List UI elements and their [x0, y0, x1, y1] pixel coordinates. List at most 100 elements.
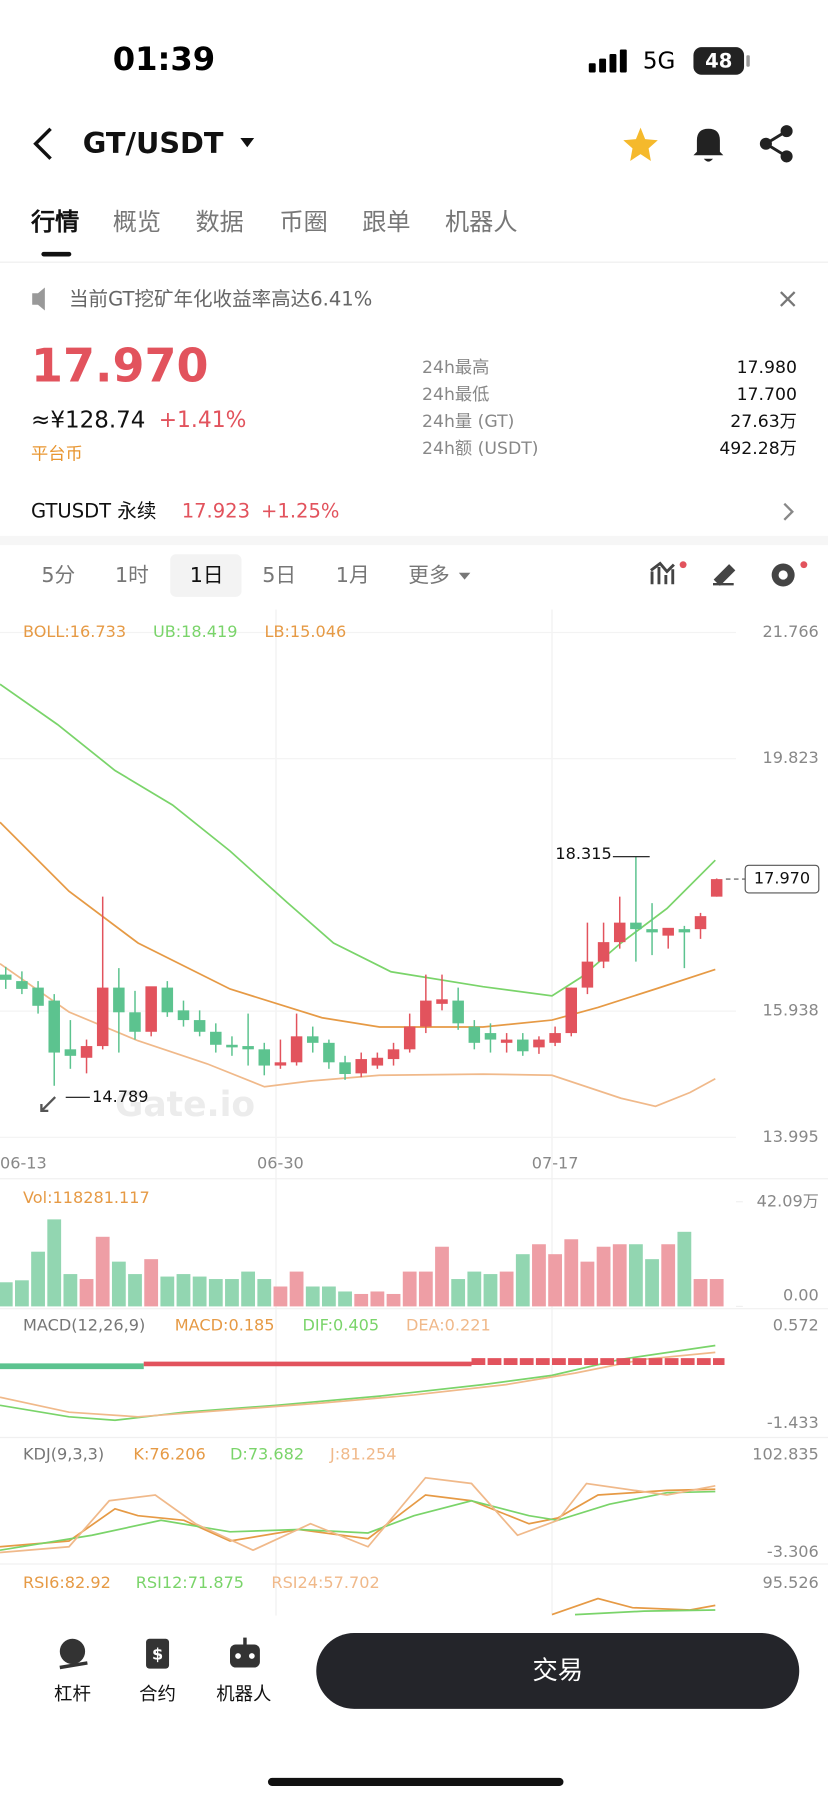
volume-bar [63, 1274, 78, 1307]
y-tick-label: 21.766 [762, 622, 818, 641]
volume-bar [709, 1279, 724, 1307]
indicator-label: RSI12:71.875 [136, 1573, 244, 1592]
indicator-icon[interactable] [650, 561, 675, 585]
trade-button[interactable] [316, 1633, 800, 1709]
interval-tab[interactable]: 5日 [262, 563, 296, 587]
candles: 18.315 14.789 17.970 [0, 844, 820, 1106]
perp-name[interactable]: GTUSDT 永续 [31, 499, 156, 522]
candle-body [129, 1012, 141, 1032]
indicator-labels: BOLL:16.733 UB:18.419 LB:15.046 Vol:118281.… [23, 622, 819, 1592]
volume-bar [160, 1276, 175, 1307]
share-icon[interactable] [759, 125, 793, 163]
signal-icon [588, 49, 627, 73]
interval-tab[interactable]: 5分 [41, 563, 75, 587]
volume-bar [31, 1251, 45, 1307]
indicator-axis: 0.572 [773, 1315, 819, 1334]
candle-body [630, 922, 642, 930]
nav-label[interactable]: 杠杆 [54, 1684, 91, 1705]
candle-body [258, 1049, 271, 1066]
y-tick-label: 13.995 [762, 1127, 818, 1146]
volume-bar [0, 1282, 13, 1307]
draw-tool[interactable] [712, 564, 736, 586]
candle-body [517, 1039, 529, 1052]
volume-bar [564, 1239, 579, 1307]
indicator-label: DIF:0.405 [302, 1315, 379, 1334]
candle-body [371, 1057, 384, 1066]
back-button[interactable] [33, 127, 52, 160]
volume-bar [612, 1244, 627, 1307]
max-label: 18.315 [555, 844, 611, 863]
badge [800, 561, 808, 569]
candle-body [48, 1000, 60, 1053]
perp-chevron[interactable] [783, 502, 794, 521]
nav-label[interactable]: 合约 [139, 1684, 176, 1705]
volume-bar [15, 1280, 29, 1307]
y-tick-label: 0.00 [783, 1286, 819, 1305]
tab-bar: 行情 概览 数据 币圈 跟单 机器人 [30, 208, 517, 236]
interval-tab[interactable]: 1日 [190, 563, 224, 587]
contract-icon[interactable]: $ [146, 1638, 170, 1669]
favorite-star[interactable] [623, 127, 658, 161]
interval-tab[interactable]: 1时 [115, 563, 149, 587]
candle-body [210, 1031, 222, 1045]
volume-bar [515, 1254, 530, 1307]
tab[interactable]: 跟单 [362, 208, 410, 236]
tab[interactable]: 机器人 [445, 208, 517, 236]
robot-icon[interactable] [230, 1637, 260, 1668]
candle-body [274, 1062, 287, 1066]
expand-icon[interactable] [40, 1096, 57, 1113]
volume-bar [386, 1293, 401, 1307]
interval-bar: 5分 1时 1日 5日 1月 更多 [41, 554, 471, 597]
volume-bar [225, 1279, 239, 1307]
indicator-label: D:73.682 [230, 1444, 304, 1463]
nav-label[interactable]: 机器人 [216, 1684, 271, 1705]
volume-bar [95, 1236, 110, 1307]
candle-body [323, 1042, 335, 1063]
battery [693, 47, 745, 75]
kdj-lines [0, 1476, 716, 1554]
candle-body [145, 986, 157, 1032]
home-indicator [267, 1777, 564, 1786]
volume-bar [289, 1271, 304, 1307]
indicator-axis: -3.306 [767, 1542, 819, 1561]
leverage-icon[interactable] [59, 1638, 88, 1670]
pair-title[interactable]: GT/USDT [83, 126, 224, 160]
tab[interactable]: 行情 [30, 208, 79, 236]
volume-bar [677, 1231, 692, 1307]
candle-body [710, 879, 723, 897]
alert-bell[interactable] [693, 128, 724, 162]
settings-icon[interactable] [771, 563, 795, 587]
volume-bar [111, 1261, 126, 1307]
x-tick-label: 06-30 [257, 1153, 304, 1172]
tab[interactable]: 概览 [113, 208, 161, 236]
interval-tab[interactable]: 更多 [408, 563, 449, 587]
stat-value: 492.28万 [719, 439, 797, 459]
candle-body [549, 1033, 561, 1043]
y-tick-label: 42.09万 [757, 1191, 819, 1210]
stats: 24h最高 17.980 24h最低 17.700 24h量 (GT) 27.63万 24h… [422, 358, 797, 459]
candle-body [32, 987, 44, 1006]
volume-bar [499, 1271, 514, 1307]
trade-label[interactable]: 交易 [532, 1656, 583, 1685]
pair-dropdown[interactable] [240, 138, 255, 148]
indicator-label: J:81.254 [329, 1444, 396, 1463]
stat-label: 24h额 (USDT) [422, 439, 538, 459]
candle-body [355, 1059, 367, 1074]
indicator-label: K:76.206 [133, 1444, 205, 1463]
indicator-label: BOLL:16.733 [23, 622, 126, 641]
tab[interactable]: 币圈 [279, 208, 327, 236]
volume-bar [354, 1293, 369, 1307]
cny-price: ≈¥128.74 [31, 407, 145, 433]
volume-bar [47, 1219, 62, 1307]
volume-bar [208, 1279, 223, 1307]
candle-body [662, 927, 674, 936]
candle-body [436, 999, 448, 1004]
interval-tab[interactable]: 1月 [336, 563, 370, 587]
indicator-label: DEA:0.221 [406, 1315, 491, 1334]
close-notice[interactable] [780, 291, 796, 307]
network: 5G [643, 49, 675, 75]
more-dropdown[interactable] [458, 572, 471, 580]
tab[interactable]: 数据 [196, 208, 244, 236]
